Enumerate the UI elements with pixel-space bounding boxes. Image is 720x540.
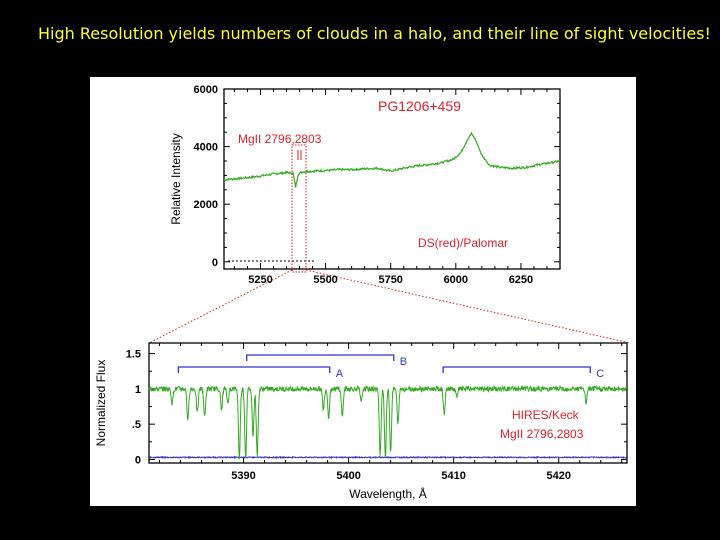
bottom-x-axis-title: Wavelength, Å xyxy=(349,486,427,501)
high-res-spectrum-chart: 5390 5400 5410 5420 0 .5 1 1.5 A B C HIRES/Keck M… xyxy=(94,342,628,501)
velocity-system-label: A xyxy=(336,368,344,380)
figure-svg: 5250 5500 5750 6000 6250 0 2000 4000 6000 PG1206… xyxy=(94,84,631,501)
top-y-tick-label: 2000 xyxy=(194,199,218,211)
zoom-connector-left xyxy=(148,269,293,344)
bottom-y-tick-label: 1 xyxy=(135,384,141,396)
velocity-system-bracket xyxy=(442,366,591,373)
top-y-tick-label: 0 xyxy=(212,257,218,269)
velocity-system-bracket xyxy=(177,366,331,373)
bottom-x-tick-label: 5420 xyxy=(546,470,570,482)
slide-title: High Resolution yields numbers of clouds… xyxy=(38,24,711,43)
top-y-tick-label: 6000 xyxy=(194,84,218,96)
error-spectrum-line xyxy=(149,455,628,460)
top-source-label: DS(red)/Palomar xyxy=(418,236,508,250)
top-x-tick-label: 5750 xyxy=(378,274,402,286)
bottom-plot-frame xyxy=(148,342,628,464)
velocity-system-bracket xyxy=(246,354,395,361)
top-y-axis-title: Relative Intensity xyxy=(169,133,183,224)
top-chart-title: PG1206+459 xyxy=(378,98,461,114)
top-x-tick-label: 5250 xyxy=(248,274,272,286)
bottom-mgii-label: MgII 2796,2803 xyxy=(500,427,584,441)
low-res-spectrum-line xyxy=(223,131,561,188)
low-res-spectrum-chart: 5250 5500 5750 6000 6250 0 2000 4000 6000 PG1206… xyxy=(169,84,561,286)
top-x-tick-label: 6000 xyxy=(444,274,468,286)
top-mgii-label: MgII 2796,2803 xyxy=(238,132,322,146)
velocity-system-label: C xyxy=(596,368,604,380)
bottom-y-tick-label: .5 xyxy=(132,419,141,431)
bottom-x-tick-label: 5410 xyxy=(441,470,465,482)
top-y-tick-label: 4000 xyxy=(194,142,218,154)
top-plot-frame xyxy=(223,88,561,270)
top-x-tick-label: 5500 xyxy=(313,274,337,286)
top-x-tick-label: 6250 xyxy=(509,274,533,286)
bottom-y-axis-title: Normalized Flux xyxy=(94,360,108,447)
high-res-spectrum-line xyxy=(148,384,628,460)
bottom-y-tick-label: 1.5 xyxy=(126,349,141,361)
figure-panel: 5250 5500 5750 6000 6250 0 2000 4000 6000 PG1206… xyxy=(90,77,636,506)
bottom-y-tick-label: 0 xyxy=(135,454,141,466)
bottom-x-tick-label: 5400 xyxy=(336,470,360,482)
bottom-instrument-label: HIRES/Keck xyxy=(512,408,580,422)
velocity-system-label: B xyxy=(400,356,407,368)
zoom-connector-right xyxy=(305,269,631,344)
mgii-highlight-box xyxy=(291,144,307,273)
bottom-x-tick-label: 5390 xyxy=(231,470,255,482)
